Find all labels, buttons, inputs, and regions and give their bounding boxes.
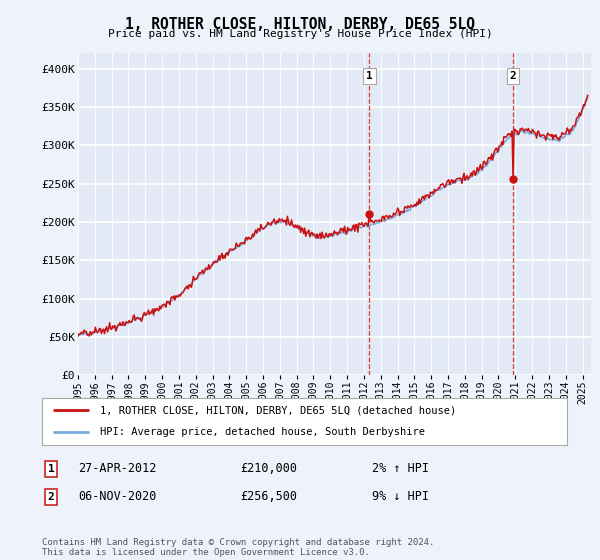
Text: 06-NOV-2020: 06-NOV-2020 (78, 490, 157, 503)
Text: 1: 1 (47, 464, 55, 474)
Text: 9% ↓ HPI: 9% ↓ HPI (372, 490, 429, 503)
Text: 2: 2 (47, 492, 55, 502)
Text: £210,000: £210,000 (240, 462, 297, 475)
Text: £256,500: £256,500 (240, 490, 297, 503)
Text: HPI: Average price, detached house, South Derbyshire: HPI: Average price, detached house, Sout… (100, 427, 425, 437)
Text: 1: 1 (366, 71, 373, 81)
Text: 2: 2 (509, 71, 516, 81)
Text: 2% ↑ HPI: 2% ↑ HPI (372, 462, 429, 475)
Text: 1, ROTHER CLOSE, HILTON, DERBY, DE65 5LQ: 1, ROTHER CLOSE, HILTON, DERBY, DE65 5LQ (125, 17, 475, 32)
Text: Price paid vs. HM Land Registry's House Price Index (HPI): Price paid vs. HM Land Registry's House … (107, 29, 493, 39)
Text: Contains HM Land Registry data © Crown copyright and database right 2024.
This d: Contains HM Land Registry data © Crown c… (42, 538, 434, 557)
Text: 27-APR-2012: 27-APR-2012 (78, 462, 157, 475)
Text: 1, ROTHER CLOSE, HILTON, DERBY, DE65 5LQ (detached house): 1, ROTHER CLOSE, HILTON, DERBY, DE65 5LQ… (100, 405, 456, 416)
